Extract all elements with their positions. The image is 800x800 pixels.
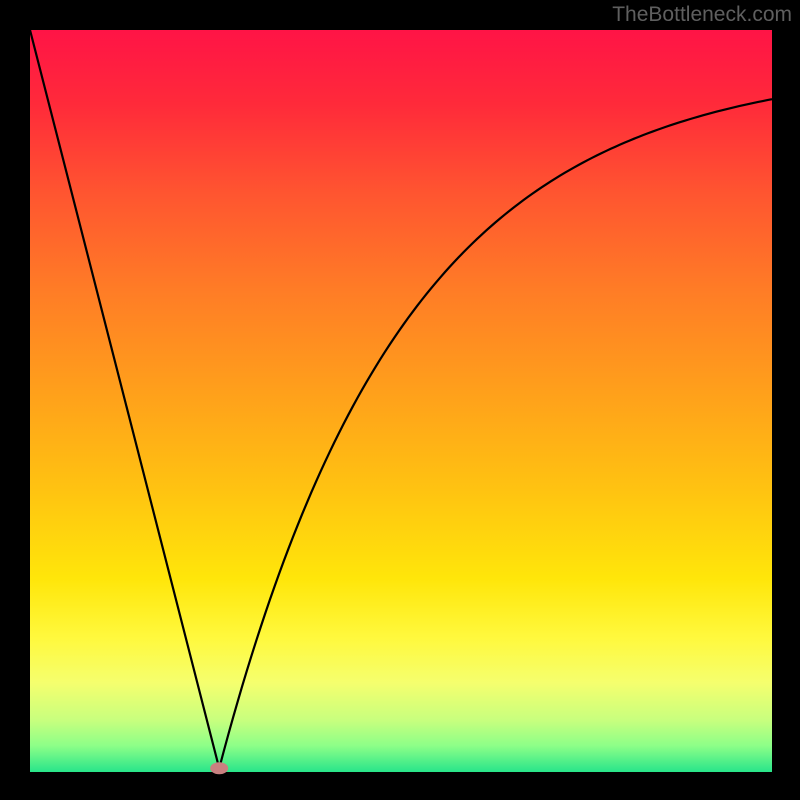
chart-container: TheBottleneck.com	[0, 0, 800, 800]
bottleneck-spectrum-plot	[0, 0, 800, 800]
gradient-plot-area	[30, 30, 772, 772]
minimum-marker	[210, 762, 228, 774]
watermark-text: TheBottleneck.com	[612, 3, 792, 27]
